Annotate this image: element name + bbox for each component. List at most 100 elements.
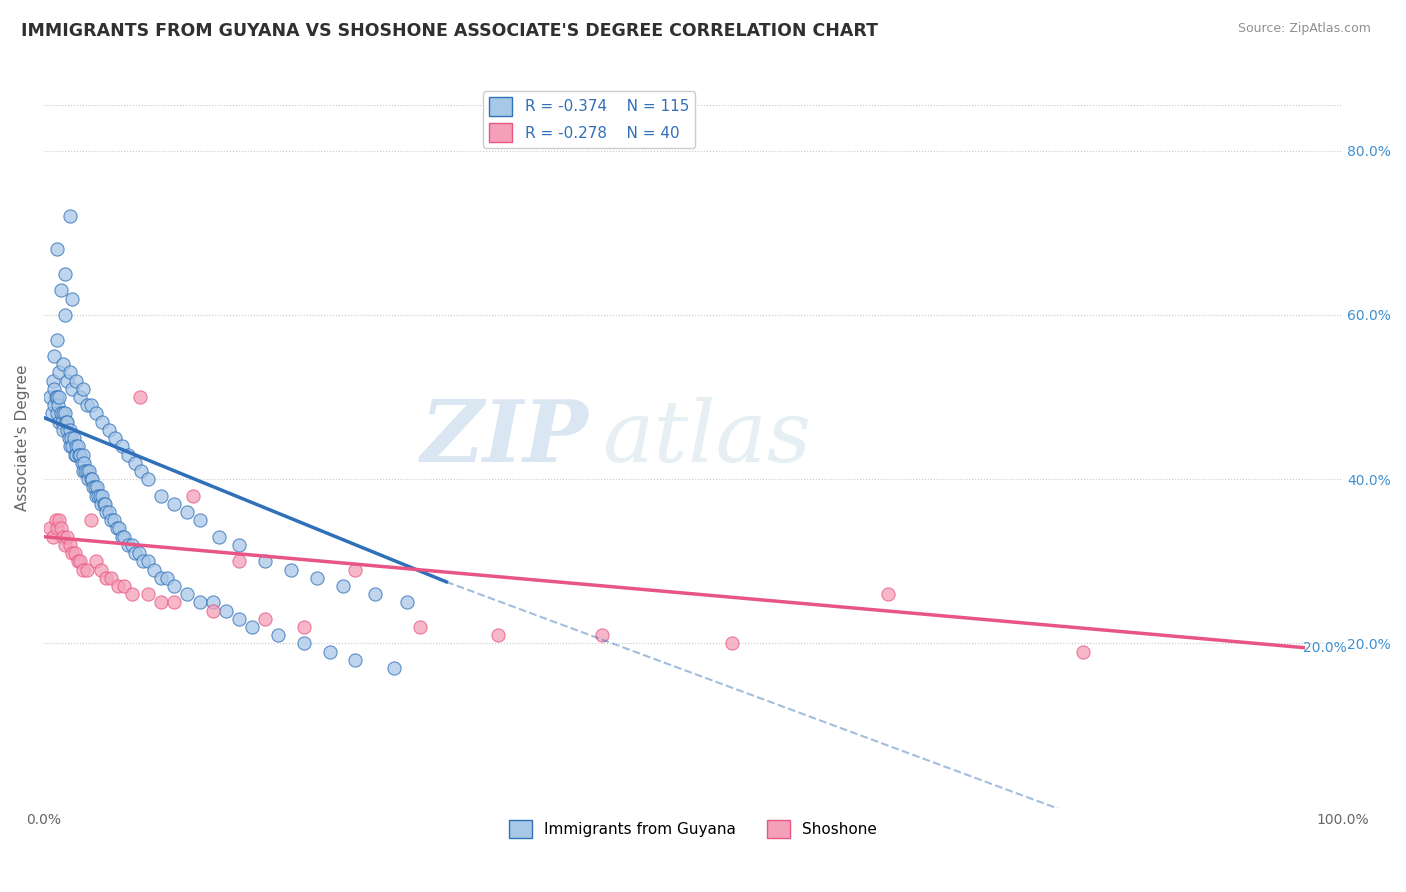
Text: ZIP: ZIP xyxy=(422,396,589,480)
Point xyxy=(292,636,315,650)
Point xyxy=(59,538,82,552)
Point xyxy=(721,636,744,650)
Point xyxy=(49,283,72,297)
Point xyxy=(136,472,159,486)
Point xyxy=(86,480,108,494)
Point xyxy=(111,439,134,453)
Point xyxy=(105,521,128,535)
Point xyxy=(149,571,172,585)
Point xyxy=(332,579,354,593)
Point xyxy=(143,563,166,577)
Point xyxy=(89,489,111,503)
Point xyxy=(48,366,70,380)
Point xyxy=(93,497,115,511)
Text: IMMIGRANTS FROM GUYANA VS SHOSHONE ASSOCIATE'S DEGREE CORRELATION CHART: IMMIGRANTS FROM GUYANA VS SHOSHONE ASSOC… xyxy=(21,22,879,40)
Point xyxy=(56,374,79,388)
Point xyxy=(103,513,125,527)
Text: Source: ZipAtlas.com: Source: ZipAtlas.com xyxy=(1237,22,1371,36)
Point xyxy=(52,407,75,421)
Point xyxy=(48,513,70,527)
Point xyxy=(62,292,84,306)
Point xyxy=(79,513,101,527)
Point xyxy=(69,554,91,568)
Point xyxy=(48,415,70,429)
Point xyxy=(163,497,186,511)
Point xyxy=(65,374,87,388)
Point xyxy=(136,587,159,601)
Point xyxy=(53,308,76,322)
Point xyxy=(84,489,107,503)
Point xyxy=(84,554,107,568)
Point xyxy=(66,439,89,453)
Point xyxy=(44,398,66,412)
Point xyxy=(253,612,276,626)
Point xyxy=(46,398,69,412)
Point xyxy=(228,554,250,568)
Point xyxy=(364,587,387,601)
Point xyxy=(72,382,94,396)
Point xyxy=(79,398,101,412)
Point xyxy=(876,587,898,601)
Point xyxy=(59,210,82,224)
Point xyxy=(149,595,172,609)
Point xyxy=(305,571,328,585)
Point xyxy=(100,513,122,527)
Text: 20.0%: 20.0% xyxy=(1303,640,1347,655)
Point xyxy=(136,554,159,568)
Point xyxy=(67,448,90,462)
Point xyxy=(65,439,87,453)
Point xyxy=(52,423,75,437)
Point xyxy=(45,521,67,535)
Point xyxy=(39,390,62,404)
Point xyxy=(84,407,107,421)
Point xyxy=(94,497,117,511)
Point xyxy=(72,448,94,462)
Point xyxy=(59,423,82,437)
Point xyxy=(42,374,65,388)
Point xyxy=(39,521,62,535)
Point xyxy=(55,415,77,429)
Point xyxy=(44,349,66,363)
Point xyxy=(59,439,82,453)
Point xyxy=(129,464,152,478)
Point xyxy=(228,538,250,552)
Point xyxy=(1071,645,1094,659)
Point xyxy=(72,464,94,478)
Point xyxy=(42,530,65,544)
Point xyxy=(181,489,204,503)
Point xyxy=(188,513,211,527)
Point xyxy=(62,431,84,445)
Point xyxy=(176,587,198,601)
Point xyxy=(80,472,103,486)
Point xyxy=(53,538,76,552)
Point xyxy=(45,390,67,404)
Point xyxy=(128,546,150,560)
Point xyxy=(163,579,186,593)
Point xyxy=(62,546,84,560)
Point xyxy=(108,521,131,535)
Point xyxy=(49,407,72,421)
Point xyxy=(156,571,179,585)
Point xyxy=(131,554,153,568)
Point xyxy=(56,423,79,437)
Point xyxy=(48,390,70,404)
Point xyxy=(149,489,172,503)
Point xyxy=(77,472,100,486)
Point xyxy=(59,366,82,380)
Point xyxy=(49,521,72,535)
Point xyxy=(124,456,146,470)
Point xyxy=(201,604,224,618)
Point xyxy=(56,415,79,429)
Point xyxy=(52,357,75,371)
Point xyxy=(79,464,101,478)
Point xyxy=(44,382,66,396)
Point xyxy=(45,333,67,347)
Point xyxy=(409,620,432,634)
Point xyxy=(73,456,96,470)
Point xyxy=(163,595,186,609)
Point xyxy=(76,398,98,412)
Point xyxy=(384,661,406,675)
Point xyxy=(83,480,105,494)
Point xyxy=(69,448,91,462)
Point xyxy=(240,620,263,634)
